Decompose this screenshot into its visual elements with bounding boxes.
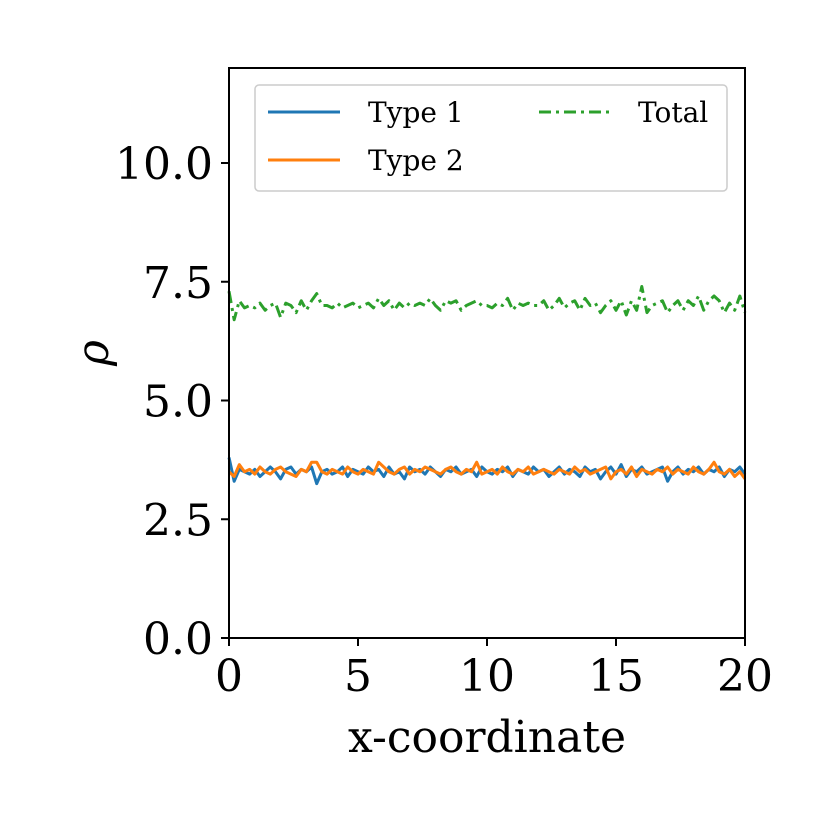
x-tick-label: 10 bbox=[459, 651, 515, 702]
x-axis-label: x-coordinate bbox=[348, 712, 626, 763]
series-line-2 bbox=[227, 460, 747, 481]
y-axis-label: ρ bbox=[68, 340, 119, 367]
series-layer bbox=[227, 285, 747, 486]
x-tick-label: 20 bbox=[717, 651, 773, 702]
y-tick-label: 7.5 bbox=[143, 258, 213, 309]
legend-label-3: Total bbox=[638, 96, 708, 129]
x-tick-label: 0 bbox=[215, 651, 243, 702]
x-tick-label: 5 bbox=[344, 651, 372, 702]
y-tick-label: 5.0 bbox=[143, 377, 213, 428]
x-tick-label: 15 bbox=[588, 651, 644, 702]
y-tick-label: 0.0 bbox=[143, 614, 213, 665]
y-axis: 0.0 2.5 5.0 7.5 10.0 bbox=[115, 139, 229, 665]
y-tick-label: 2.5 bbox=[143, 495, 213, 546]
legend: Type 1 Type 2 Total bbox=[254, 84, 728, 192]
legend-label-1: Type 1 bbox=[368, 96, 464, 129]
x-axis: 0 5 10 15 20 bbox=[215, 638, 773, 702]
series-line-3 bbox=[227, 285, 747, 322]
legend-label-2: Type 2 bbox=[368, 144, 464, 177]
y-tick-label: 10.0 bbox=[115, 139, 213, 190]
